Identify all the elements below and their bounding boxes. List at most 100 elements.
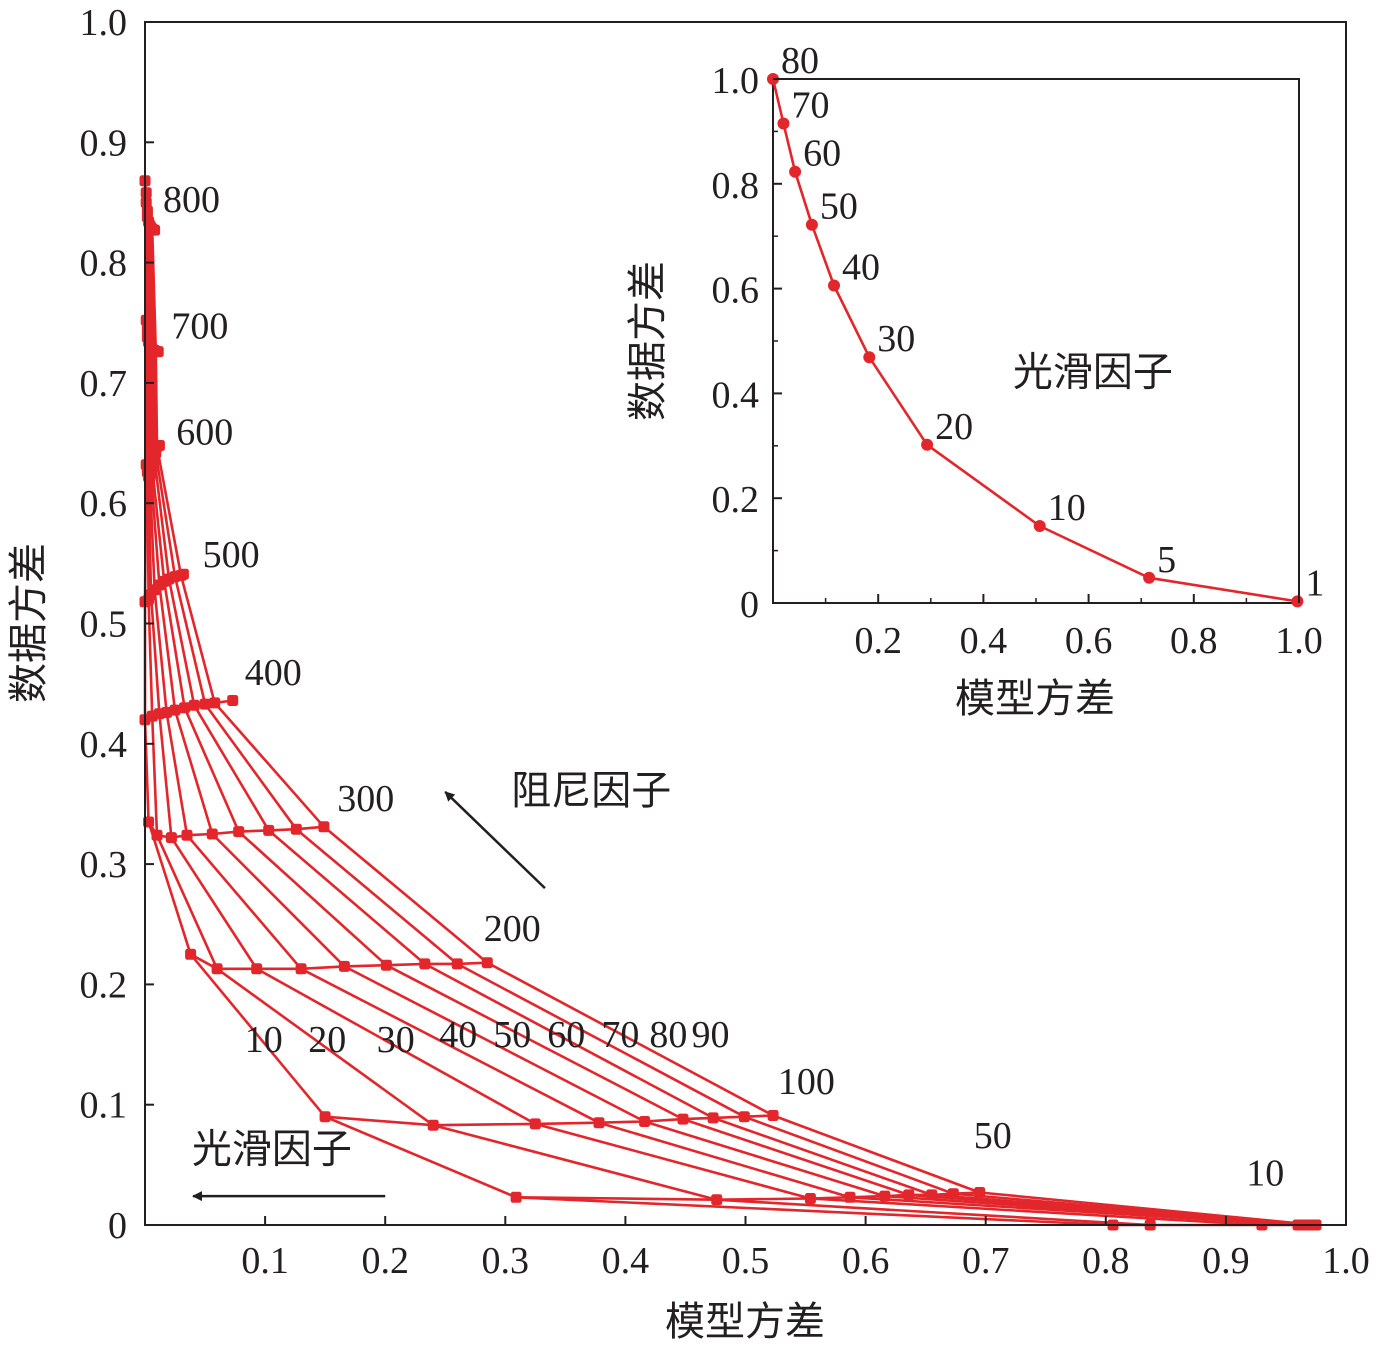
inset-y-tick-label: 0.4 [712, 374, 760, 416]
data-point [677, 1113, 689, 1125]
curve-label: 800 [163, 179, 220, 221]
data-point [593, 1117, 605, 1129]
data-point [926, 1189, 938, 1201]
inset-point-label: 80 [781, 40, 819, 82]
inset-point-label: 70 [792, 85, 830, 127]
inset-point-label: 5 [1157, 539, 1176, 581]
inset-annotation: 光滑因子 [1013, 350, 1173, 395]
inset-point-label: 60 [803, 133, 841, 175]
data-point [295, 963, 307, 975]
data-point [804, 1193, 816, 1204]
curve-label: 50 [974, 1115, 1012, 1157]
smoothing-curve-70 [148, 225, 1311, 1227]
damping-arrow [444, 791, 546, 890]
data-point [974, 1187, 986, 1198]
inset-x-tick-label: 1.0 [1275, 620, 1323, 662]
data-point [169, 704, 181, 716]
y-tick-label: 0.4 [80, 724, 128, 766]
data-point [140, 314, 152, 326]
y-tick-label: 0.2 [80, 964, 128, 1006]
data-point [211, 963, 223, 975]
inset-data-point [828, 279, 840, 292]
inset-x-axis-title: 模型方差 [955, 676, 1115, 721]
data-point [290, 823, 302, 835]
curve-label: 100 [778, 1061, 835, 1103]
data-point [153, 440, 165, 451]
data-point [140, 187, 152, 199]
inset-point-label: 40 [842, 247, 880, 289]
inset-y-axis-title: 数据方差 [625, 261, 670, 421]
data-point [844, 1191, 856, 1203]
data-point [209, 697, 221, 709]
y-tick-label: 0.8 [80, 243, 128, 285]
data-point [427, 1119, 439, 1131]
data-point [181, 829, 193, 841]
y-tick-label: 0.3 [80, 844, 128, 886]
inset-point-label: 1 [1305, 562, 1324, 604]
data-point [481, 957, 493, 969]
data-point [206, 828, 218, 840]
data-point [233, 826, 245, 838]
data-point [711, 1194, 723, 1206]
data-point [151, 829, 163, 841]
data-point [152, 346, 164, 358]
data-point [251, 963, 263, 975]
inset-data-point [1143, 571, 1156, 584]
x-tick-label: 0.6 [842, 1240, 890, 1282]
data-point [879, 1190, 891, 1202]
curve-label: 700 [171, 305, 228, 347]
inset-point-label: 50 [820, 186, 858, 228]
x-tick-label: 0.5 [722, 1240, 770, 1282]
main-chart: 0.1 0.2 0.3 0.4 0.5 0.6 0.7 0.8 0.9 1.0 00.10.20.… [6, 2, 1370, 1344]
y-tick-label: 0.6 [80, 483, 128, 525]
data-point [263, 824, 275, 836]
data-point [185, 948, 197, 960]
curve-label: 600 [176, 411, 233, 453]
data-point [767, 1110, 779, 1121]
main-y-axis-title: 数据方差 [6, 543, 51, 703]
main-x-axis: 0.1 0.2 0.3 0.4 0.5 0.6 0.7 0.8 0.9 1.0 [241, 1216, 1370, 1282]
curve-label: 20 [308, 1019, 346, 1061]
data-point [338, 960, 350, 972]
inset-data-point [789, 165, 802, 178]
data-point [199, 698, 211, 710]
data-point [707, 1112, 719, 1124]
y-tick-label: 0.9 [80, 122, 128, 164]
x-tick-label: 0.7 [962, 1240, 1010, 1282]
inset-curve [771, 78, 1298, 603]
inset-x-tick-label: 0.6 [1065, 620, 1113, 662]
inset-data-point [777, 117, 790, 130]
curve-label: 400 [245, 652, 302, 694]
y-tick-label: 0.1 [80, 1085, 128, 1127]
inset-x-tick-label: 0.4 [960, 620, 1008, 662]
data-point [947, 1188, 959, 1200]
inset-series-group [767, 73, 1304, 608]
inset-x-tick-label: 0.2 [854, 620, 902, 662]
inset-y-tick-label: 0.8 [712, 165, 760, 207]
curve-label: 500 [203, 534, 260, 576]
data-point [510, 1191, 522, 1203]
y-tick-label: 1.0 [80, 2, 128, 44]
data-point [419, 958, 431, 970]
inset-data-point [863, 351, 876, 364]
smoothing-curve-60 [147, 221, 1308, 1227]
damping-annotation: 阻尼因子 [511, 768, 671, 813]
x-tick-label: 0.9 [1202, 1240, 1250, 1282]
inset-y-tick-label: 1.0 [712, 60, 760, 102]
data-point [529, 1118, 541, 1130]
data-point [318, 821, 330, 833]
x-tick-label: 1.0 [1322, 1240, 1370, 1282]
damping-curve-100 [324, 1114, 774, 1127]
inset-x-axis: 0.2 0.4 0.6 0.8 1.0 [824, 594, 1323, 662]
data-point [161, 707, 173, 718]
inset-point-label: 10 [1048, 487, 1086, 529]
curve-label: 80 [649, 1014, 687, 1056]
curve-label: 300 [337, 778, 394, 820]
curve-label: 200 [484, 908, 541, 950]
inset-data-point [921, 438, 934, 451]
data-point [380, 959, 392, 971]
inset-y-tick-label: 0 [740, 584, 759, 626]
data-point [140, 197, 152, 208]
x-tick-label: 0.3 [482, 1240, 530, 1282]
